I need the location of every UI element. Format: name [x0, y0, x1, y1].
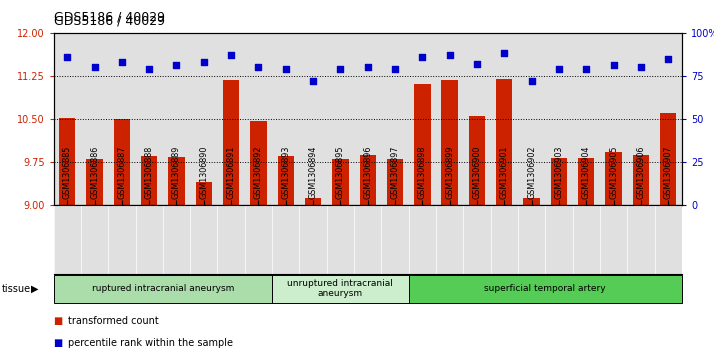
- Point: [663, 56, 674, 61]
- Point: [198, 59, 209, 65]
- Text: transformed count: transformed count: [68, 316, 159, 326]
- Text: tissue: tissue: [1, 284, 31, 294]
- FancyBboxPatch shape: [54, 275, 272, 302]
- Bar: [141, 156, 157, 205]
- Bar: [387, 159, 403, 205]
- Point: [498, 50, 510, 56]
- Bar: [86, 159, 103, 205]
- Bar: [633, 155, 649, 205]
- Bar: [578, 158, 595, 205]
- Point: [553, 66, 565, 72]
- Bar: [114, 119, 130, 205]
- Bar: [414, 85, 431, 205]
- Bar: [660, 113, 676, 205]
- Point: [444, 52, 456, 58]
- Bar: [223, 80, 239, 205]
- Point: [116, 59, 128, 65]
- Point: [280, 66, 291, 72]
- Point: [335, 66, 346, 72]
- Bar: [523, 197, 540, 205]
- Point: [635, 64, 647, 70]
- Point: [61, 54, 73, 60]
- Point: [144, 66, 155, 72]
- Bar: [278, 156, 294, 205]
- Bar: [59, 118, 76, 205]
- Point: [253, 64, 264, 70]
- Bar: [196, 182, 212, 205]
- Text: GDS5186 / 40029: GDS5186 / 40029: [54, 11, 164, 24]
- Bar: [550, 158, 567, 205]
- Point: [471, 61, 483, 67]
- Point: [580, 66, 592, 72]
- Point: [89, 64, 100, 70]
- Text: percentile rank within the sample: percentile rank within the sample: [68, 338, 233, 348]
- Text: GDS5186 / 40029: GDS5186 / 40029: [54, 14, 164, 27]
- Bar: [469, 116, 486, 205]
- Bar: [605, 152, 622, 205]
- Text: ruptured intracranial aneurysm: ruptured intracranial aneurysm: [91, 284, 234, 293]
- Point: [362, 64, 373, 70]
- Text: ■: ■: [54, 338, 63, 348]
- Point: [526, 78, 538, 84]
- FancyBboxPatch shape: [272, 275, 408, 302]
- Point: [307, 78, 318, 84]
- FancyBboxPatch shape: [408, 275, 682, 302]
- Point: [171, 62, 182, 68]
- Bar: [305, 197, 321, 205]
- Bar: [496, 79, 513, 205]
- Text: unruptured intracranial
aneurysm: unruptured intracranial aneurysm: [288, 279, 393, 298]
- Bar: [169, 158, 185, 205]
- Bar: [332, 159, 348, 205]
- Text: ■: ■: [54, 316, 63, 326]
- Bar: [441, 80, 458, 205]
- Text: superficial temporal artery: superficial temporal artery: [485, 284, 606, 293]
- Bar: [250, 121, 266, 205]
- Point: [389, 66, 401, 72]
- Bar: [360, 155, 376, 205]
- Point: [417, 54, 428, 60]
- Point: [226, 52, 237, 58]
- Text: ▶: ▶: [31, 284, 39, 294]
- Point: [608, 62, 619, 68]
